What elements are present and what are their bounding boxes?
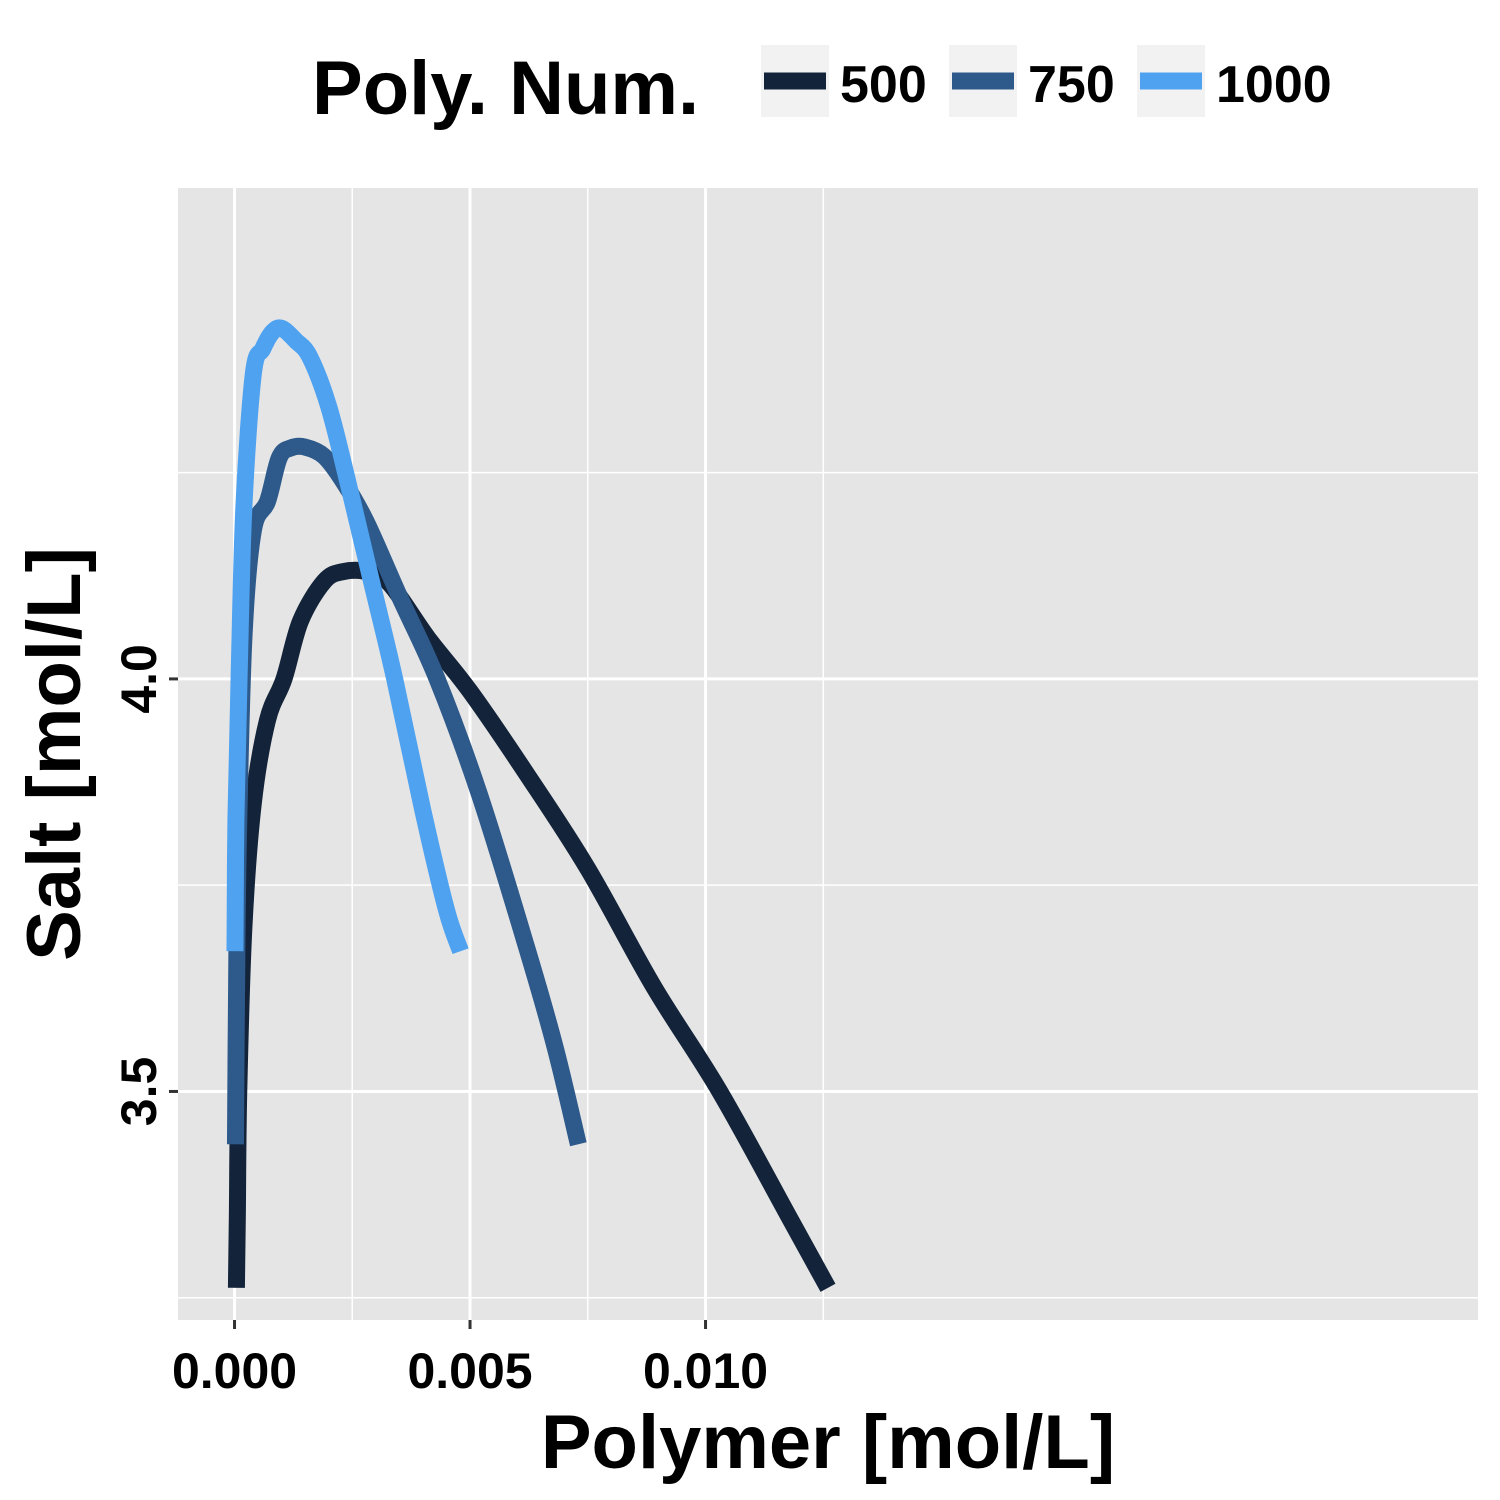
x-tick-label: 0.005 <box>407 1343 532 1399</box>
y-axis-title: Salt [mol/L] <box>12 547 97 961</box>
x-tick-label: 0.010 <box>643 1343 768 1399</box>
y-tick-label: 3.5 <box>111 1057 167 1127</box>
legend: Poly. Num. 500 750 1000 <box>312 45 1332 131</box>
x-axis-title: Polymer [mol/L] <box>541 1400 1115 1485</box>
series-line-1000 <box>226 319 469 955</box>
legend-title: Poly. Num. <box>312 46 699 131</box>
x-tick-labels: 0.000 0.005 0.010 <box>172 1343 768 1399</box>
plot-panel-background <box>178 188 1478 1320</box>
legend-items: 500 750 1000 <box>761 45 1332 117</box>
series-lines <box>226 319 836 1292</box>
minor-gridlines <box>178 188 1478 1320</box>
legend-label-1000: 1000 <box>1216 56 1332 114</box>
axis-ticks <box>169 677 708 1329</box>
legend-label-500: 500 <box>840 56 927 114</box>
x-tick-label: 0.000 <box>172 1343 297 1399</box>
y-tick-labels: 3.5 4.0 <box>111 644 167 1126</box>
y-tick-label: 4.0 <box>111 644 167 714</box>
legend-label-750: 750 <box>1028 56 1115 114</box>
